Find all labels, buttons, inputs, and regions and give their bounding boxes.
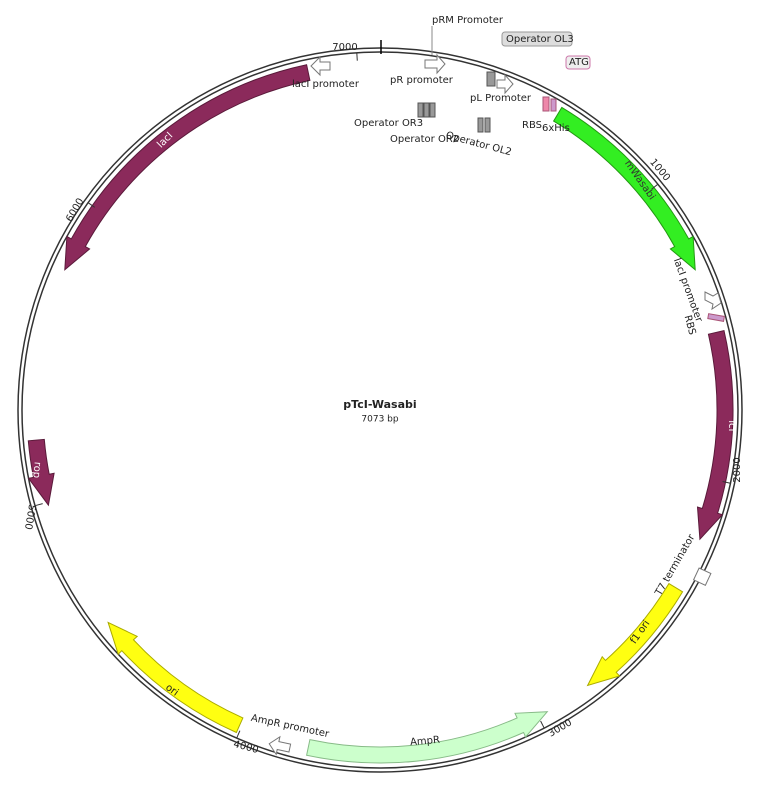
feature-label: ATG bbox=[569, 57, 589, 68]
laci-promoter-arrow bbox=[704, 291, 722, 311]
feature-label: pR promoter bbox=[390, 75, 454, 86]
feature-label: Operator OR3 bbox=[354, 118, 423, 129]
tick-label: 7000 bbox=[332, 42, 357, 53]
tick-label: 2000 bbox=[732, 457, 743, 482]
label-box bbox=[501, 31, 573, 47]
backbone-inner bbox=[21, 51, 739, 769]
tick-label: 3000 bbox=[546, 717, 574, 739]
plasmid-size: 7073 bp bbox=[361, 415, 398, 425]
features bbox=[27, 52, 734, 764]
ampr-promoter-arrow bbox=[268, 735, 292, 756]
feature-label: AmpR promoter bbox=[250, 713, 331, 740]
tci-arc bbox=[696, 330, 734, 541]
tick-mark bbox=[651, 183, 659, 190]
operator-box bbox=[429, 102, 436, 118]
rop-arc bbox=[27, 438, 55, 507]
operator-box bbox=[423, 102, 430, 118]
operator-box bbox=[486, 71, 496, 87]
tick-label: 4000 bbox=[232, 739, 259, 756]
feature-label: pL Promoter bbox=[470, 93, 532, 104]
feature-label: lacI promoter bbox=[671, 257, 705, 324]
tick-mark bbox=[87, 202, 95, 208]
tick-mark bbox=[540, 720, 545, 729]
tick-mark bbox=[722, 481, 731, 484]
feature-label: Operator OR2 bbox=[390, 134, 459, 145]
feature-label: Operator OL3 bbox=[506, 34, 574, 45]
operator-box bbox=[484, 117, 491, 133]
f1-ori-arc bbox=[586, 582, 684, 687]
laci-arc bbox=[64, 64, 311, 271]
feature-label: RBS bbox=[522, 120, 542, 131]
terminator-box bbox=[692, 567, 712, 586]
feature-label: lacI promoter bbox=[292, 79, 360, 90]
mwasabi-arc bbox=[552, 106, 696, 271]
tick-mark bbox=[236, 730, 241, 739]
tick-label: 5000 bbox=[22, 503, 37, 530]
feature-label: 6xHis bbox=[542, 123, 570, 134]
his-tag bbox=[542, 96, 550, 112]
prm-arrow bbox=[424, 53, 446, 75]
plasmid-name: pTcI-Wasabi bbox=[343, 398, 416, 411]
operator-box bbox=[477, 117, 484, 133]
ori-arc bbox=[107, 621, 244, 734]
rbs-box bbox=[550, 98, 557, 112]
tick-mark bbox=[356, 52, 358, 61]
operator-box bbox=[417, 102, 424, 118]
ampr-arc bbox=[306, 711, 549, 764]
feature-label: TcI bbox=[726, 418, 737, 432]
feature-label: pRM Promoter bbox=[432, 15, 504, 26]
label-box bbox=[565, 55, 591, 70]
rbs-box bbox=[707, 313, 725, 322]
feature-label: AmpR bbox=[410, 735, 441, 749]
tick-mark bbox=[34, 503, 43, 507]
laci-promoter-arrow bbox=[310, 55, 331, 77]
feature-label: RBS bbox=[682, 314, 698, 336]
feature-label: rop bbox=[30, 461, 42, 478]
pl-arrow bbox=[496, 73, 514, 95]
backbone-outer bbox=[17, 47, 743, 773]
